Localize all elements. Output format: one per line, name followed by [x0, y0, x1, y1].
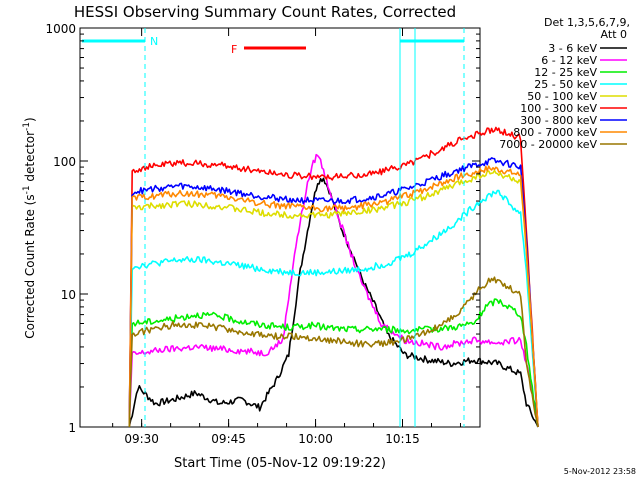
legend-label-3: 25 - 50 keV: [534, 78, 597, 91]
plot-frame: [79, 27, 481, 428]
series-line-3: [128, 189, 539, 428]
legend-label-0: 3 - 6 keV: [548, 42, 597, 55]
y-axis-label-exp2: -1: [22, 122, 32, 131]
chart-title: HESSI Observing Summary Count Rates, Cor…: [74, 3, 456, 21]
legend-label-4: 50 - 100 keV: [527, 90, 597, 103]
y-axis-label: Corrected Count Rate (s-1 detector-1): [22, 117, 37, 338]
series-line-8: [128, 276, 539, 428]
x-tick-label-1: 09:45: [211, 432, 246, 446]
y-axis-label-main: Corrected Count Rate (s: [23, 194, 37, 338]
footer-date: 5-Nov-2012 23:58: [564, 467, 636, 476]
y-tick-label-2: 100: [53, 155, 76, 169]
series-line-2: [128, 298, 539, 428]
series-line-4: [128, 169, 539, 428]
y-tick-label-0: 1: [68, 421, 76, 435]
series-line-6: [128, 157, 539, 428]
legend-label-8: 7000 - 20000 keV: [499, 138, 597, 151]
legend-header-line2: Att 0: [601, 28, 627, 41]
y-axis-label-end: ): [23, 117, 37, 122]
y-axis-label-mid: detector: [23, 131, 37, 186]
x-tick-label-0: 09:30: [124, 432, 159, 446]
y-axis-label-exp1: -1: [22, 185, 32, 194]
series-line-7: [128, 165, 539, 428]
series-line-0: [128, 177, 539, 428]
series-line-5: [128, 126, 539, 428]
legend-label-6: 300 - 800 keV: [520, 114, 597, 127]
x-tick-label-3: 10:15: [385, 432, 420, 446]
legend-label-5: 100 - 300 keV: [520, 102, 597, 115]
legend-label-2: 12 - 25 keV: [534, 66, 597, 79]
legend-header-line1: Det 1,3,5,6,7,9,: [544, 16, 630, 29]
x-tick-label-2: 10:00: [298, 432, 333, 446]
marker-label-f: F: [231, 43, 237, 56]
x-axis-label: Start Time (05-Nov-12 09:19:22): [174, 456, 386, 471]
marker-label-n: N: [150, 35, 158, 48]
legend-label-1: 6 - 12 keV: [541, 54, 597, 67]
legend-label-7: 800 - 7000 keV: [513, 126, 597, 139]
y-tick-label-3: 1000: [45, 22, 76, 36]
y-tick-label-1: 10: [61, 288, 76, 302]
